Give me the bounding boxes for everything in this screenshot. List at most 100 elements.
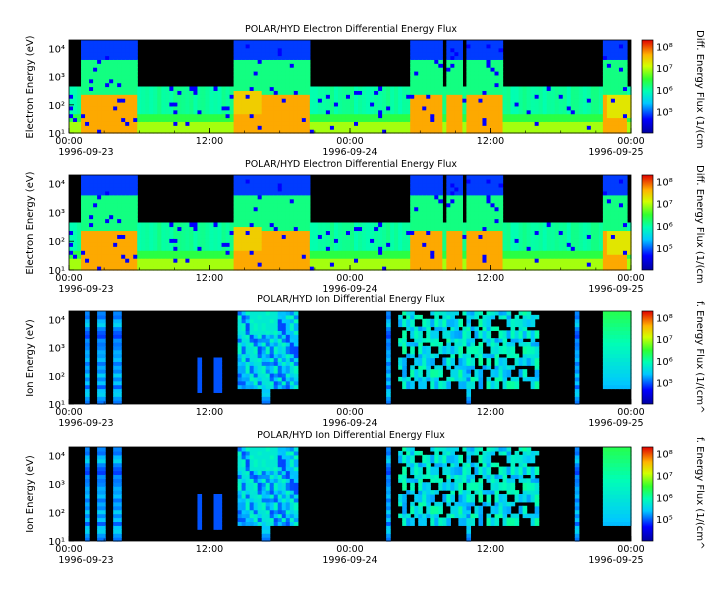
spectrogram-cell — [430, 206, 435, 212]
spectrogram-cell — [233, 117, 239, 122]
spectrogram-cell — [590, 102, 596, 107]
spectrogram-cell — [414, 218, 419, 224]
spectrogram-cell — [446, 194, 451, 200]
spectrogram-cell — [145, 98, 150, 103]
spectrogram-cell — [386, 226, 391, 232]
spectrogram-cell — [309, 238, 315, 243]
spectrogram-cell — [85, 78, 90, 84]
spectrogram-cell — [570, 242, 576, 247]
spectrogram-cell — [253, 210, 259, 216]
spectrogram-cell — [566, 86, 572, 91]
spectrogram-cell — [486, 222, 492, 228]
spectrogram-cell — [297, 175, 303, 180]
spectrogram-cell — [129, 222, 134, 228]
spectrogram-cell — [97, 250, 102, 255]
spectrogram-cell — [350, 238, 355, 243]
spectrogram-cell — [245, 182, 251, 188]
spectrogram-cell — [474, 238, 480, 243]
spectrogram-cell — [426, 71, 431, 76]
spectrogram-cell — [534, 234, 540, 239]
spectrogram-cell — [358, 125, 363, 130]
spectrogram-cell — [606, 222, 612, 228]
spectrogram-cell — [125, 238, 130, 243]
spectrogram-cell — [498, 254, 504, 259]
spectrogram-cell — [622, 86, 628, 91]
spectrogram-cell — [205, 86, 211, 91]
spectrogram-cell — [121, 202, 126, 208]
spectrogram-cell — [133, 226, 138, 232]
spectrogram-cell — [470, 206, 476, 212]
spectrogram-cell — [478, 246, 484, 251]
spectrogram-cell — [169, 125, 174, 130]
spectrogram-cell — [273, 125, 279, 130]
spectrogram-cell — [277, 121, 283, 126]
spectrogram-cell — [77, 102, 82, 107]
spectrogram-cell — [117, 129, 122, 134]
spectrogram-cell — [233, 178, 239, 184]
spectrogram-cell — [430, 226, 435, 232]
spectrogram-cell — [153, 262, 158, 267]
spectrogram-cell — [422, 98, 427, 103]
spectrogram-cell — [97, 353, 102, 359]
spectrogram-cell — [113, 353, 118, 359]
spectrogram-cell — [614, 51, 620, 57]
spectrogram-cell — [133, 55, 138, 60]
spectrogram-cell — [554, 117, 560, 122]
spectrogram-cell — [494, 82, 500, 88]
spectrogram-cell — [213, 113, 219, 119]
spectrogram-cell — [458, 246, 463, 251]
spectrogram-cell — [538, 230, 544, 235]
spectrogram-cell — [201, 121, 207, 126]
spectrogram-cell — [257, 63, 263, 68]
spectrogram-cell — [554, 90, 560, 95]
spectrogram-cell — [277, 105, 283, 111]
spectrogram-cell — [462, 102, 468, 107]
spectrogram-cell — [418, 230, 423, 235]
spectrogram-cell — [418, 67, 423, 72]
spectrogram-cell — [301, 129, 307, 134]
spectrogram-cell — [181, 102, 187, 107]
spectrogram-cell — [426, 206, 431, 212]
colorbar-gradient — [641, 174, 654, 271]
spectrogram-cell — [101, 59, 106, 64]
spectrogram-cell — [430, 105, 435, 111]
spectrogram-cell — [618, 121, 624, 126]
spectrogram-cell — [382, 262, 387, 267]
spectrogram-cell — [474, 40, 480, 45]
spectrogram-cell — [257, 214, 263, 220]
spectrogram-cell — [81, 250, 86, 255]
spectrogram-cell — [145, 246, 150, 251]
spectrogram-cell — [466, 206, 472, 212]
spectrogram-cell — [470, 51, 476, 57]
spectrogram-cell — [422, 258, 427, 263]
spectrogram-cell — [225, 117, 231, 122]
spectrogram-cell — [370, 266, 375, 271]
spectrogram-cell — [626, 246, 632, 251]
spectrogram-cell — [422, 178, 427, 184]
spectrogram-cell — [173, 105, 178, 111]
spectrogram-cell — [257, 94, 263, 99]
spectrogram-cell — [113, 67, 118, 72]
spectrogram-cell — [121, 266, 126, 271]
spectrogram-cell — [125, 82, 130, 88]
spectrogram-cell — [113, 125, 118, 130]
spectrogram-cell — [181, 246, 187, 251]
spectrogram-cell — [293, 121, 299, 126]
spectrogram-cell — [97, 186, 102, 192]
spectrogram-cell — [514, 109, 520, 115]
spectrogram-cell — [197, 109, 203, 115]
spectrogram-cell — [337, 109, 343, 115]
spectrogram-cell — [329, 262, 335, 267]
spectrogram-cell — [197, 105, 203, 111]
spectrogram-cell — [582, 98, 588, 103]
spectrogram-cell — [402, 246, 407, 251]
spectrogram-cell — [382, 121, 387, 126]
spectrogram-cell — [333, 90, 339, 95]
spectrogram-cell — [97, 226, 102, 232]
spectrogram-cell — [281, 242, 287, 247]
spectrogram-cell — [101, 98, 106, 103]
spectrogram-cell — [85, 250, 90, 255]
spectrogram-cell — [281, 230, 287, 235]
spectrogram-cell — [257, 117, 263, 122]
spectrogram-cell — [241, 47, 247, 53]
